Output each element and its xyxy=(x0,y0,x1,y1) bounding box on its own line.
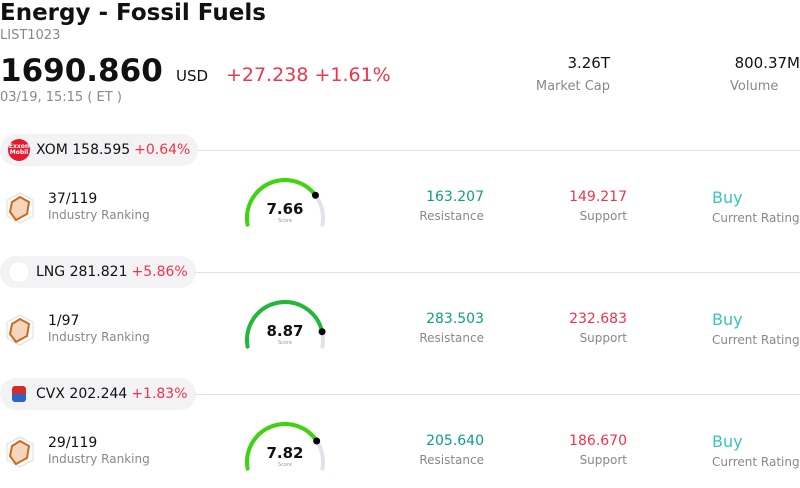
market-cap-label: Market Cap xyxy=(535,79,610,94)
resistance-value: 283.503 xyxy=(426,311,484,327)
rating-label: Current Rating xyxy=(712,333,800,347)
radar-icon xyxy=(6,436,34,468)
company-logo-icon xyxy=(8,261,30,283)
support-label: Support xyxy=(579,209,627,223)
gauge-fill xyxy=(245,300,325,349)
volume-value: 800.37M xyxy=(734,54,800,72)
resistance-label: Resistance xyxy=(419,453,484,467)
support-value: 149.217 xyxy=(569,189,627,205)
radar-icon xyxy=(6,192,34,224)
stock-chip-xom[interactable]: Exxon Mobil XOM 158.595 +0.64% xyxy=(0,134,199,166)
index-change: +27.238 +1.61% xyxy=(226,64,391,86)
support-value: 186.670 xyxy=(569,433,627,449)
stock-price: 281.821 xyxy=(69,264,128,280)
market-cap-value: 3.26T xyxy=(567,54,610,72)
score-label: Score xyxy=(277,340,292,346)
industry-rank: 37/119 xyxy=(48,191,98,207)
score-value: 8.87 xyxy=(266,322,304,340)
ticker: LNG xyxy=(36,264,66,280)
stock-price: 202.244 xyxy=(69,386,128,402)
timestamp: 03/19, 15:15 ( ET ) xyxy=(0,90,122,105)
index-price: 1690.860 xyxy=(0,53,163,89)
resistance-value: 205.640 xyxy=(426,433,484,449)
gauge-marker xyxy=(313,437,321,445)
resistance-label: Resistance xyxy=(419,331,484,345)
score-label: Score xyxy=(277,218,292,224)
industry-rank-label: Industry Ranking xyxy=(48,208,150,222)
score-value: 7.82 xyxy=(266,444,304,462)
resistance-label: Resistance xyxy=(419,209,484,223)
score-value: 7.66 xyxy=(266,200,304,218)
company-logo-icon xyxy=(12,386,26,402)
divider xyxy=(198,150,800,151)
rating-label: Current Rating xyxy=(712,455,800,469)
stock-change: +5.86% xyxy=(131,264,188,280)
stock-chip-lng[interactable]: LNG 281.821 +5.86% xyxy=(0,256,196,288)
volume-label: Volume xyxy=(730,79,779,94)
gauge-fill xyxy=(245,422,319,471)
radar-icon xyxy=(6,314,34,346)
stock-price: 158.595 xyxy=(72,142,131,158)
divider xyxy=(194,394,800,395)
company-logo-icon: Exxon Mobil xyxy=(8,139,30,161)
rating-value[interactable]: Buy xyxy=(712,188,743,207)
support-value: 232.683 xyxy=(569,311,627,327)
stock-change: +0.64% xyxy=(134,142,191,158)
score-label: Score xyxy=(277,462,292,468)
support-label: Support xyxy=(579,453,627,467)
industry-rank-label: Industry Ranking xyxy=(48,330,150,344)
rating-label: Current Rating xyxy=(712,211,800,225)
support-label: Support xyxy=(579,331,627,345)
gauge-fill xyxy=(245,178,318,227)
ticker: XOM xyxy=(36,142,68,158)
ticker: CVX xyxy=(36,386,65,402)
currency: USD xyxy=(176,67,209,85)
resistance-value: 163.207 xyxy=(426,189,484,205)
industry-rank: 29/119 xyxy=(48,435,98,451)
list-code: LIST1023 xyxy=(0,28,61,43)
stock-chip-cvx[interactable]: CVX 202.244 +1.83% xyxy=(0,378,196,410)
gauge-marker xyxy=(318,328,326,336)
stock-change: +1.83% xyxy=(131,386,188,402)
rating-value[interactable]: Buy xyxy=(712,310,743,329)
gauge-marker xyxy=(311,191,319,199)
industry-rank-label: Industry Ranking xyxy=(48,452,150,466)
industry-rank: 1/97 xyxy=(48,313,80,329)
score-gauge xyxy=(245,422,325,471)
divider xyxy=(194,272,800,273)
rating-value[interactable]: Buy xyxy=(712,432,743,451)
score-gauge xyxy=(245,300,326,349)
score-gauge xyxy=(245,178,325,227)
page-title: Energy - Fossil Fuels xyxy=(0,0,266,26)
